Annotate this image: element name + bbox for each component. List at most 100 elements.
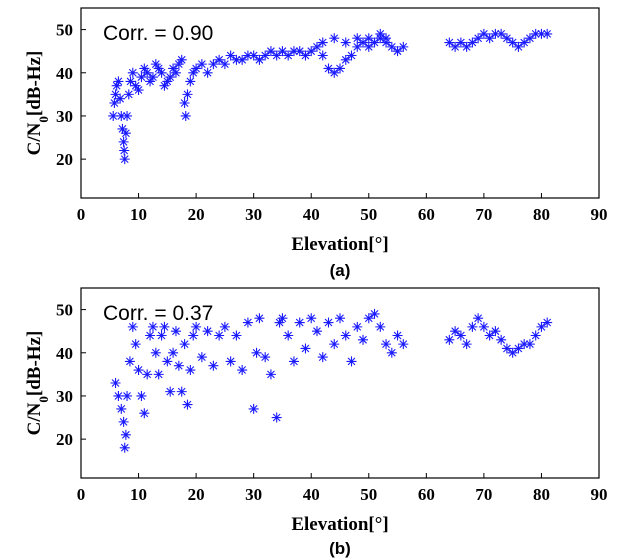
data-point [139,408,150,419]
data-point [381,33,392,44]
data-point [165,72,176,83]
y-tick-label: 50 [56,21,73,40]
data-point [120,128,131,139]
data-point [122,390,133,401]
data-point [450,326,461,337]
data-point [277,313,288,324]
scatter-series-b [110,308,553,453]
data-point [363,313,374,324]
data-point [507,347,518,358]
data-point [196,352,207,363]
data-point [484,33,495,44]
data-point [109,98,120,108]
data-point [113,390,124,401]
y-tick-label: 40 [56,344,73,363]
y-tick-label: 40 [56,64,73,83]
y-tick-label: 20 [56,430,73,449]
data-point [536,321,547,332]
data-point [214,330,225,341]
data-point [159,321,170,332]
x-tick-label: 70 [475,485,492,504]
data-point [156,330,167,341]
data-point [145,330,156,341]
data-point [455,330,466,341]
data-point [369,308,380,319]
data-point [182,399,193,410]
y-tick-label: 50 [56,301,73,320]
data-point [237,365,248,376]
data-point [248,50,259,61]
data-point [145,76,156,87]
data-point [133,85,144,96]
data-point [110,378,121,388]
data-point [254,313,265,324]
y-tick-label: 30 [56,107,73,126]
data-point [231,330,242,341]
data-point [317,50,328,61]
data-point [496,334,507,345]
data-point [530,28,541,39]
data-point [358,334,369,345]
data-point [159,80,170,91]
data-point [283,330,294,341]
x-tick-label: 0 [77,205,86,224]
data-point [150,59,161,70]
data-point [111,80,122,91]
x-tick-label: 90 [591,485,608,504]
y-axis-label-a: C/N0[dB-Hz] [24,51,51,156]
data-point [260,352,271,363]
plot-frame-b [80,287,600,479]
x-tick-label: 10 [130,485,147,504]
data-point [225,50,236,61]
data-point [496,28,507,39]
data-point [265,46,276,57]
data-point [219,59,230,70]
data-point [202,67,213,78]
data-point [542,317,553,328]
data-point [127,321,138,332]
data-point [248,403,259,414]
data-point [352,41,363,52]
data-point [136,390,147,401]
data-point [122,110,133,121]
data-point [381,339,392,350]
data-point [346,356,357,367]
data-point [182,89,193,100]
data-point [116,403,127,414]
data-point [369,37,380,48]
data-point [300,50,311,61]
data-point [490,326,501,337]
x-tick-label: 30 [245,485,262,504]
data-point [294,46,305,57]
data-point [185,76,196,87]
data-point [133,365,144,376]
data-point [513,41,524,52]
data-point [478,28,489,39]
data-point [473,33,484,44]
data-point [335,63,345,74]
x-tick-label: 70 [475,205,492,224]
data-point [136,72,147,83]
data-point [260,50,271,61]
data-point [524,33,535,44]
data-point [188,330,199,341]
data-point [536,28,547,39]
data-point [306,313,317,324]
y-axis-label-b: C/N0[dB-Hz] [24,331,51,436]
x-tick-label: 40 [303,205,320,224]
data-point [142,369,153,380]
data-point [478,321,489,332]
data-point [288,46,299,57]
data-point [165,386,176,397]
data-point [180,110,191,121]
data-point [251,347,262,358]
data-point [283,50,294,61]
x-tick-label: 20 [188,205,205,224]
y-tick-label: 30 [56,387,73,406]
data-point [375,28,386,39]
data-point [542,28,553,39]
data-point [467,321,478,332]
data-point [179,339,190,350]
data-point [168,63,179,74]
y-tick-label: 20 [56,150,73,169]
